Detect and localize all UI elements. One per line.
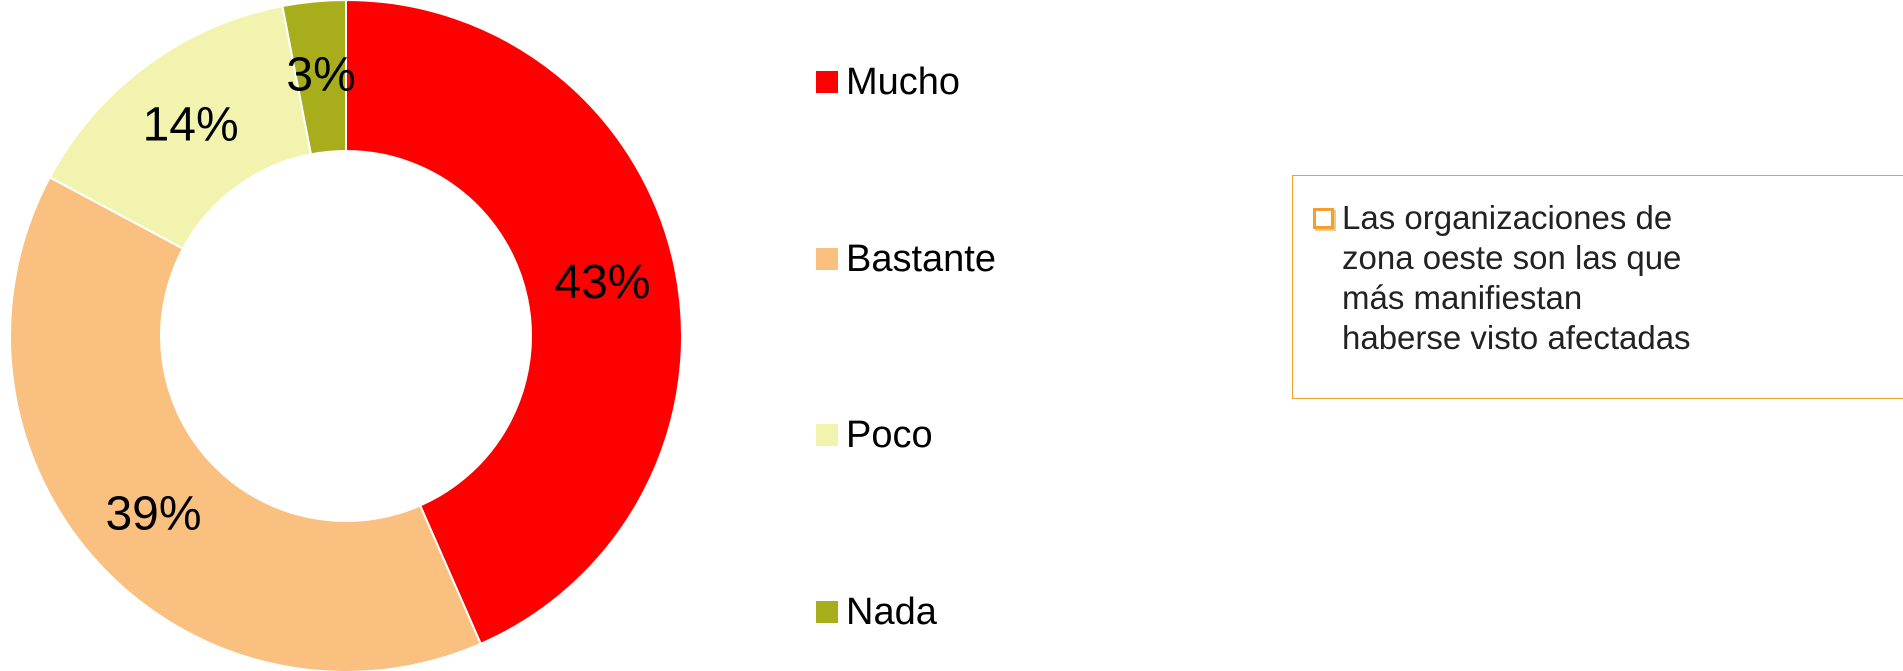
legend-item-mucho: Mucho [816,63,960,101]
donut-chart: 43% 39% 14% 3% [9,0,683,671]
legend-item-bastante: Bastante [816,240,996,278]
legend-swatch [816,601,838,623]
chart-legend: Mucho Bastante Poco Nada [816,0,1116,671]
donut-slice-nada [281,0,347,156]
data-label-nada: 3% [286,49,355,102]
square-bullet-icon [1313,208,1334,229]
note-text: Las organizaciones de zona oeste son las… [1342,199,1691,356]
donut-slice-poco [48,4,313,250]
donut-slice-bastante [9,175,483,671]
legend-swatch [816,248,838,270]
data-label-bastante: 39% [105,487,201,540]
legend-label: Nada [846,591,937,633]
data-label-mucho: 43% [554,256,650,309]
legend-swatch [816,424,838,446]
legend-label: Poco [846,414,933,456]
donut-slice-mucho [345,0,683,646]
legend-item-nada: Nada [816,593,937,631]
legend-label: Bastante [846,238,996,280]
note-box: Las organizaciones de zona oeste son las… [1292,175,1903,399]
data-label-poco: 14% [143,99,239,152]
legend-swatch [816,71,838,93]
legend-item-poco: Poco [816,416,933,454]
legend-label: Mucho [846,61,961,103]
